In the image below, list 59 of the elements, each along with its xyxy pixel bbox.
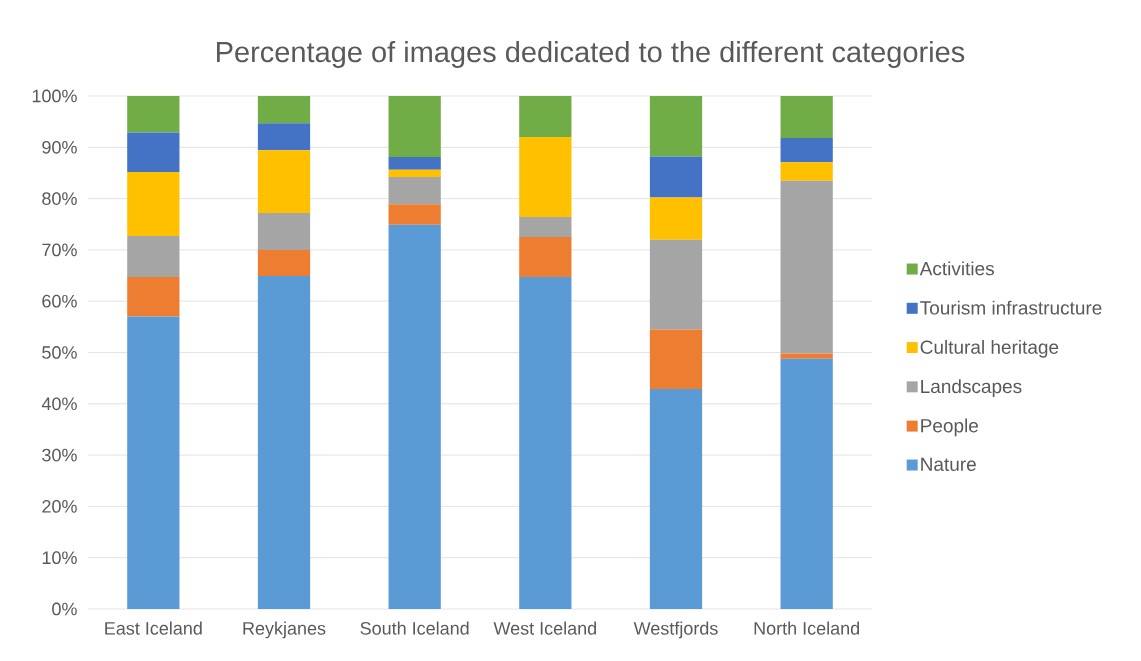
- y-tick-label: 30%: [42, 448, 77, 462]
- bar: [649, 197, 703, 240]
- y-tick-label: 60%: [42, 294, 77, 308]
- bar: [780, 353, 833, 359]
- y-tick-label: 70%: [42, 243, 77, 257]
- y-tick-label: 100%: [32, 89, 77, 103]
- bar: [257, 249, 311, 277]
- y-tick-label: 10%: [42, 551, 77, 565]
- legend-label: Activities: [919, 261, 994, 276]
- bar: [780, 358, 833, 609]
- x-tick-label: South Iceland: [360, 621, 469, 635]
- bar: [257, 150, 311, 213]
- bar: [388, 169, 441, 178]
- bar: [649, 329, 703, 389]
- bar: [257, 212, 311, 250]
- bar: [127, 236, 180, 278]
- x-tick-label: North Iceland: [754, 621, 859, 635]
- bar: [780, 180, 833, 354]
- bar: [519, 137, 572, 218]
- bar: [388, 95, 441, 158]
- bar: [388, 177, 441, 205]
- x-tick-label: Westfjords: [633, 621, 718, 639]
- y-tick-label: 20%: [42, 500, 77, 513]
- bar: [127, 95, 180, 133]
- bar: [127, 132, 180, 172]
- bar: [519, 237, 572, 278]
- bar: [519, 217, 572, 238]
- legend-label: Tourism infrastructure: [920, 300, 1102, 315]
- legend-label: Nature: [921, 457, 976, 471]
- bar: [519, 95, 572, 138]
- y-tick-label: 80%: [42, 192, 77, 205]
- bar: [127, 277, 180, 317]
- y-tick-label: 50%: [42, 346, 77, 359]
- bar: [649, 156, 703, 198]
- bar: [780, 162, 833, 181]
- bar: [649, 388, 703, 609]
- bar: [388, 204, 441, 225]
- bar: [127, 171, 180, 237]
- legend-label: Landscapes: [921, 379, 1022, 397]
- chart-title: Percentage of images dedicated to the different categories: [217, 40, 965, 69]
- bar: [127, 316, 180, 609]
- bar: [388, 157, 441, 170]
- bar: [519, 277, 572, 609]
- bar: [388, 224, 441, 609]
- legend-label: Cultural heritage: [920, 339, 1059, 358]
- x-tick-label: West Iceland: [493, 621, 597, 635]
- legend-label: People: [921, 418, 978, 437]
- bar: [780, 138, 833, 163]
- bar: [649, 95, 703, 157]
- y-tick-label: 40%: [41, 397, 77, 411]
- y-tick-label: 0%: [52, 602, 77, 616]
- bar: [649, 239, 703, 330]
- x-tick-label: East Iceland: [105, 621, 202, 635]
- bar: [780, 95, 833, 139]
- y-tick-label: 90%: [42, 140, 77, 154]
- bar: [257, 276, 311, 609]
- x-tick-label: Reykjanes: [243, 621, 326, 639]
- bar: [257, 95, 311, 124]
- bar: [257, 123, 311, 151]
